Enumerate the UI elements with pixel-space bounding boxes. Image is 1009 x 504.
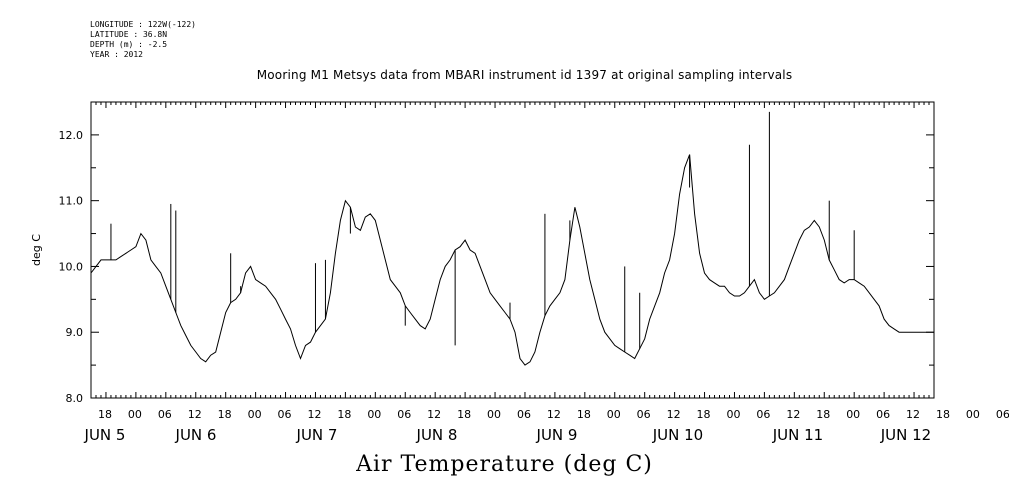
x-tick-label: 12 bbox=[786, 408, 800, 421]
x-tick-label: 18 bbox=[218, 408, 232, 421]
x-day-label: JUN 12 bbox=[880, 426, 931, 444]
y-tick-label: 12.0 bbox=[59, 129, 84, 142]
year-text: YEAR : 2012 bbox=[90, 50, 143, 59]
x-tick-label: 00 bbox=[607, 408, 621, 421]
x-tick-label: 06 bbox=[637, 408, 651, 421]
x-tick-label: 00 bbox=[128, 408, 142, 421]
chart-title: Mooring M1 Metsys data from MBARI instru… bbox=[256, 68, 793, 82]
longitude-text: LONGITUDE : 122W(-122) bbox=[90, 20, 196, 29]
metadata-block: LONGITUDE : 122W(-122) LATITUDE : 36.8N … bbox=[90, 20, 196, 60]
x-tick-label: 12 bbox=[667, 408, 681, 421]
x-tick-label: 12 bbox=[307, 408, 321, 421]
x-tick-label: 00 bbox=[726, 408, 740, 421]
x-day-label: JUN 10 bbox=[652, 426, 703, 444]
series-line bbox=[90, 154, 934, 366]
x-day-label: JUN 7 bbox=[296, 426, 338, 444]
x-day-label: JUN 8 bbox=[416, 426, 458, 444]
x-tick-label: 18 bbox=[577, 408, 591, 421]
x-tick-label: 18 bbox=[457, 408, 471, 421]
y-tick-label: 10.0 bbox=[59, 260, 84, 273]
x-tick-label: 06 bbox=[756, 408, 770, 421]
x-tick-label: 12 bbox=[188, 408, 202, 421]
x-tick-label: 12 bbox=[427, 408, 441, 421]
x-tick-label: 18 bbox=[697, 408, 711, 421]
x-tick-label: 12 bbox=[906, 408, 920, 421]
depth-text: DEPTH (m) : -2.5 bbox=[90, 40, 168, 49]
x-tick-label: 12 bbox=[547, 408, 561, 421]
x-tick-label: 06 bbox=[517, 408, 531, 421]
y-tick-label: 8.0 bbox=[66, 392, 84, 405]
y-axis-label: deg C bbox=[30, 234, 43, 266]
plot-frame bbox=[90, 101, 935, 399]
x-tick-label: 06 bbox=[278, 408, 292, 421]
x-tick-label: 00 bbox=[487, 408, 501, 421]
x-tick-label: 00 bbox=[966, 408, 980, 421]
x-tick-label: 06 bbox=[876, 408, 890, 421]
x-tick-label: 18 bbox=[98, 408, 112, 421]
x-day-label: JUN 9 bbox=[536, 426, 578, 444]
y-tick-label: 9.0 bbox=[66, 326, 84, 339]
x-tick-label: 06 bbox=[397, 408, 411, 421]
x-tick-label: 18 bbox=[936, 408, 950, 421]
x-tick-label: 06 bbox=[158, 408, 172, 421]
x-day-label: JUN 6 bbox=[175, 426, 217, 444]
latitude-text: LATITUDE : 36.8N bbox=[90, 30, 168, 39]
x-tick-label: 00 bbox=[248, 408, 262, 421]
y-tick-label: 11.0 bbox=[59, 195, 84, 208]
x-tick-label: 06 bbox=[996, 408, 1009, 421]
x-tick-label: 18 bbox=[816, 408, 830, 421]
x-day-label: JUN 11 bbox=[772, 426, 823, 444]
x-axis-title: Air Temperature (deg C) bbox=[356, 452, 653, 477]
x-tick-label: 18 bbox=[337, 408, 351, 421]
x-tick-label: 00 bbox=[367, 408, 381, 421]
x-day-label: JUN 5 bbox=[84, 426, 126, 444]
x-tick-label: 00 bbox=[846, 408, 860, 421]
